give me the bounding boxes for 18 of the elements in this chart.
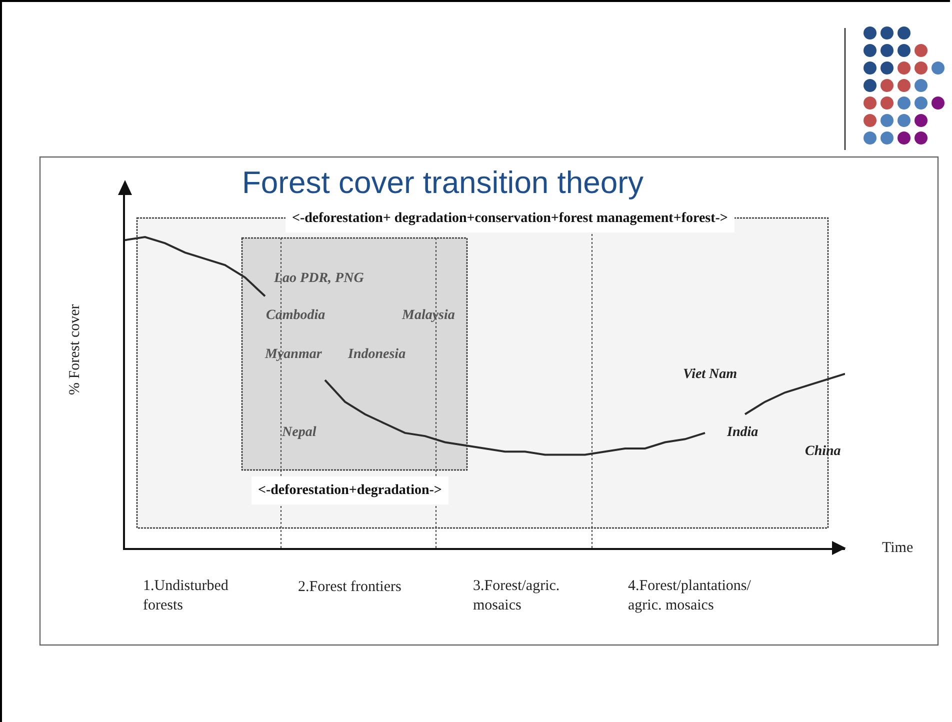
annotation: China xyxy=(805,444,841,459)
text: <-deforestation+ degradation+conservation+forest management+forest-> xyxy=(292,211,728,226)
annotation: Myanmar xyxy=(264,347,322,362)
text: 1.Undisturbed forests xyxy=(143,578,229,614)
annotation: Indonesia xyxy=(347,347,406,362)
text: 3.Forest/agric. mosaics xyxy=(473,578,560,614)
annotation: Malaysia xyxy=(401,308,455,323)
annotation: India xyxy=(726,425,758,440)
annotation: Viet Nam xyxy=(683,367,738,382)
chart-title: Forest cover transition theory xyxy=(242,165,644,200)
annotation: Cambodia xyxy=(266,308,326,323)
x-axis-title: Time xyxy=(882,540,914,556)
annotation: Nepal xyxy=(281,425,316,440)
annotation: Lao PDR, PNG xyxy=(273,271,364,286)
text: 4.Forest/plantations/ agric. mosaics xyxy=(628,578,752,614)
y-axis-title: % Forest cover xyxy=(67,304,83,395)
annotation: <-deforestation+degradation-> xyxy=(258,483,442,498)
text: 2.Forest frontiers xyxy=(298,579,402,595)
